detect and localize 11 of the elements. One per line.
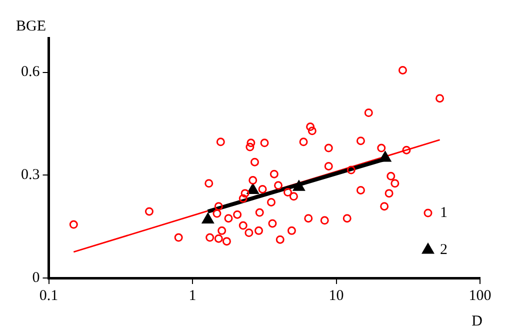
y-axis-title: BGE [16, 18, 46, 34]
y-tick-label: 0.3 [21, 167, 40, 184]
y-tick-label: 0 [32, 270, 40, 286]
legend-label: 2 [440, 242, 448, 258]
x-tick-label: 1 [188, 288, 196, 304]
x-axis-title: D [472, 313, 483, 330]
x-tick-label: 100 [468, 288, 492, 304]
x-tick-label: 10 [328, 288, 344, 304]
x-tick-label: 0.1 [39, 288, 58, 304]
legend-label: 1 [440, 204, 448, 221]
y-tick-label: 0.6 [21, 64, 40, 80]
